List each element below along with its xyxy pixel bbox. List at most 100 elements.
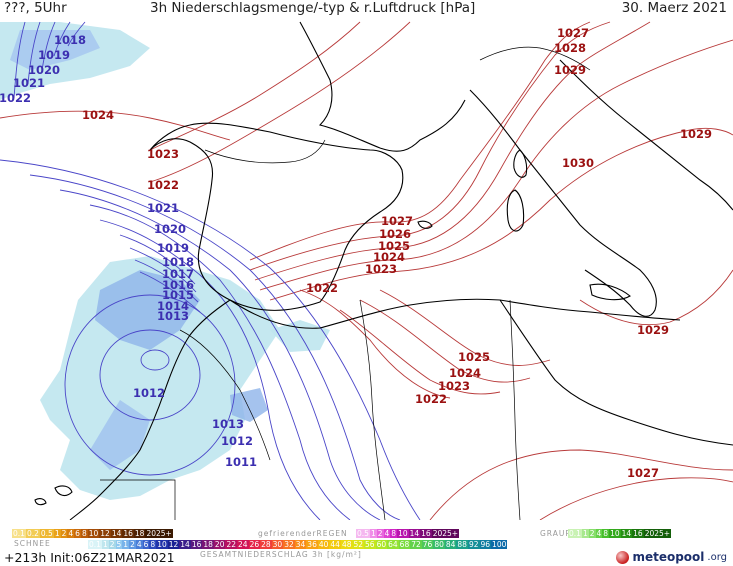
isobar-labels-low: 1018101910201021102210211020101910181017… (0, 33, 257, 469)
precip-area-northwest-core (10, 30, 100, 70)
coast-italy (469, 89, 657, 317)
legend-total-cell: 36 (306, 540, 318, 549)
isobar-line (67, 21, 86, 47)
legend-freezing-cell: 4 (383, 529, 391, 538)
legend-total-cell: 20 (213, 540, 226, 549)
isobar-line (134, 259, 199, 303)
isobar-line (249, 21, 591, 261)
border-line (179, 329, 271, 461)
legend-total-cell: 60 (375, 540, 388, 549)
map-title: 3h Niederschlagsmenge/-typ & r.Luftdruck… (150, 0, 476, 16)
legend-snow-cell: 2025+ (145, 529, 173, 538)
legend-snow-cell: 10 (87, 529, 100, 538)
legend-snow-cell: 2 (60, 529, 68, 538)
legend-freezing-cell: 14 (408, 529, 421, 538)
legend-snow-cell: 14 (110, 529, 123, 538)
legend-hail-cell: 1 (581, 529, 589, 538)
border-line (359, 299, 386, 520)
legend-total-cell: 18 (202, 540, 214, 549)
isobar-line (299, 289, 451, 399)
precip-area-morocco-core (95, 270, 200, 350)
legend-hail-scale: 0.1 1 2 4 8 10 14 16 2025+ (568, 529, 672, 538)
legend-hail-cell: 0.1 (568, 529, 582, 538)
run-info: +213h Init:06Z21MAR2021 (4, 550, 175, 565)
isobar-line (579, 269, 733, 326)
isobar-line (269, 127, 733, 301)
isobar-label-1029: 1029 (637, 323, 669, 337)
legend-snow-cell: 6 (74, 529, 81, 538)
isobar-line (41, 21, 56, 71)
legend-snow-cell: 1 (53, 529, 61, 538)
legend-snow-cell: 12 (99, 529, 111, 538)
isobar-ring (140, 349, 170, 371)
legend-total-cell: 10 (156, 540, 168, 549)
legend-snow-label: SCHNEE (14, 539, 51, 548)
legend-total-cell: 1 (122, 540, 130, 549)
legend-total-cell: 56 (364, 540, 376, 549)
isobar-line (53, 21, 71, 57)
legend-total-cell: 32 (283, 540, 295, 549)
legend-snow-cell: 16 (122, 529, 134, 538)
legend-total-cell: 80 (433, 540, 445, 549)
legend-total-cell: 44 (329, 540, 341, 549)
isobar-label-1011: 1011 (225, 455, 257, 469)
isobar-label-1024: 1024 (373, 250, 405, 264)
isobar-label-1021: 1021 (147, 201, 179, 215)
legend-freezing-label: gefrierenderREGEN (258, 529, 348, 538)
isobar-line (359, 299, 531, 383)
coast-france (299, 21, 466, 152)
isobar-line (0, 110, 231, 141)
isobar-label-1025: 1025 (378, 239, 410, 253)
isobar-label-1017: 1017 (162, 267, 194, 281)
legend-hail-cell: 16 (632, 529, 644, 538)
legend-freezing-cell: 2 (376, 529, 384, 538)
isobar-line (149, 21, 361, 151)
isobar-label-1024: 1024 (82, 108, 114, 122)
legend-total-cell: 5 (115, 540, 123, 549)
isobars-high (0, 21, 733, 520)
legend: 0.1 0.2 0.5 1 2 4 6 8 10 12 14 16 18 2025+ SCHNEE gef… (0, 520, 733, 566)
isobar-label-1023: 1023 (438, 379, 470, 393)
isobar-line (539, 477, 733, 520)
legend-snow-cell: 0.1 (12, 529, 26, 538)
isobar-line (13, 21, 26, 99)
legend-total-cell: 72 (410, 540, 422, 549)
border-line (204, 139, 326, 164)
legend-total-cell: 16 (190, 540, 203, 549)
legend-total-cell: 68 (398, 540, 411, 549)
legend-total-cell: 88 (456, 540, 468, 549)
legend-total-cell: 30 (271, 540, 284, 549)
isobar-label-1012: 1012 (133, 386, 165, 400)
legend-total-cell: 1 (101, 540, 109, 549)
isobar-line (27, 21, 41, 85)
isobar-label-1023: 1023 (365, 262, 397, 276)
isobar-label-1012: 1012 (221, 434, 253, 448)
legend-total-cell: 6 (142, 540, 150, 549)
isobar-line (259, 39, 733, 291)
isobar-label-1013: 1013 (157, 309, 189, 323)
coast-libya (499, 299, 733, 446)
island-corsica (513, 149, 528, 178)
legend-total-cell: 48 (340, 540, 353, 549)
coast-iberia (149, 122, 404, 311)
isobar-labels-high: 1027102810291029103010241023102210271026… (82, 26, 712, 480)
legend-total-cell: 0.1 (88, 540, 102, 549)
forecast-time: ???, 5Uhr (4, 0, 67, 16)
legend-hail-cell: 10 (609, 529, 621, 538)
borders (100, 46, 591, 520)
isobar-label-1013: 1013 (212, 417, 244, 431)
legend-snow-cell: 4 (67, 529, 75, 538)
legend-hail-cell: 2025+ (643, 529, 672, 538)
weather-map: 1027102810291029103010241023102210271026… (0, 21, 733, 520)
isobar-line (139, 271, 201, 313)
isobar-label-1022: 1022 (147, 178, 179, 192)
isobar-line (149, 21, 411, 183)
legend-hail-label: GRAUPEL (540, 529, 582, 538)
legend-total-label: GESAMTNIEDERSCHLAG 3h [kg/m²] (200, 550, 362, 559)
border-line (479, 46, 591, 71)
isobar-line (89, 204, 351, 520)
isobar-label-1029: 1029 (680, 127, 712, 141)
legend-hail-cell: 14 (620, 529, 633, 538)
isobar-label-1020: 1020 (28, 63, 60, 77)
